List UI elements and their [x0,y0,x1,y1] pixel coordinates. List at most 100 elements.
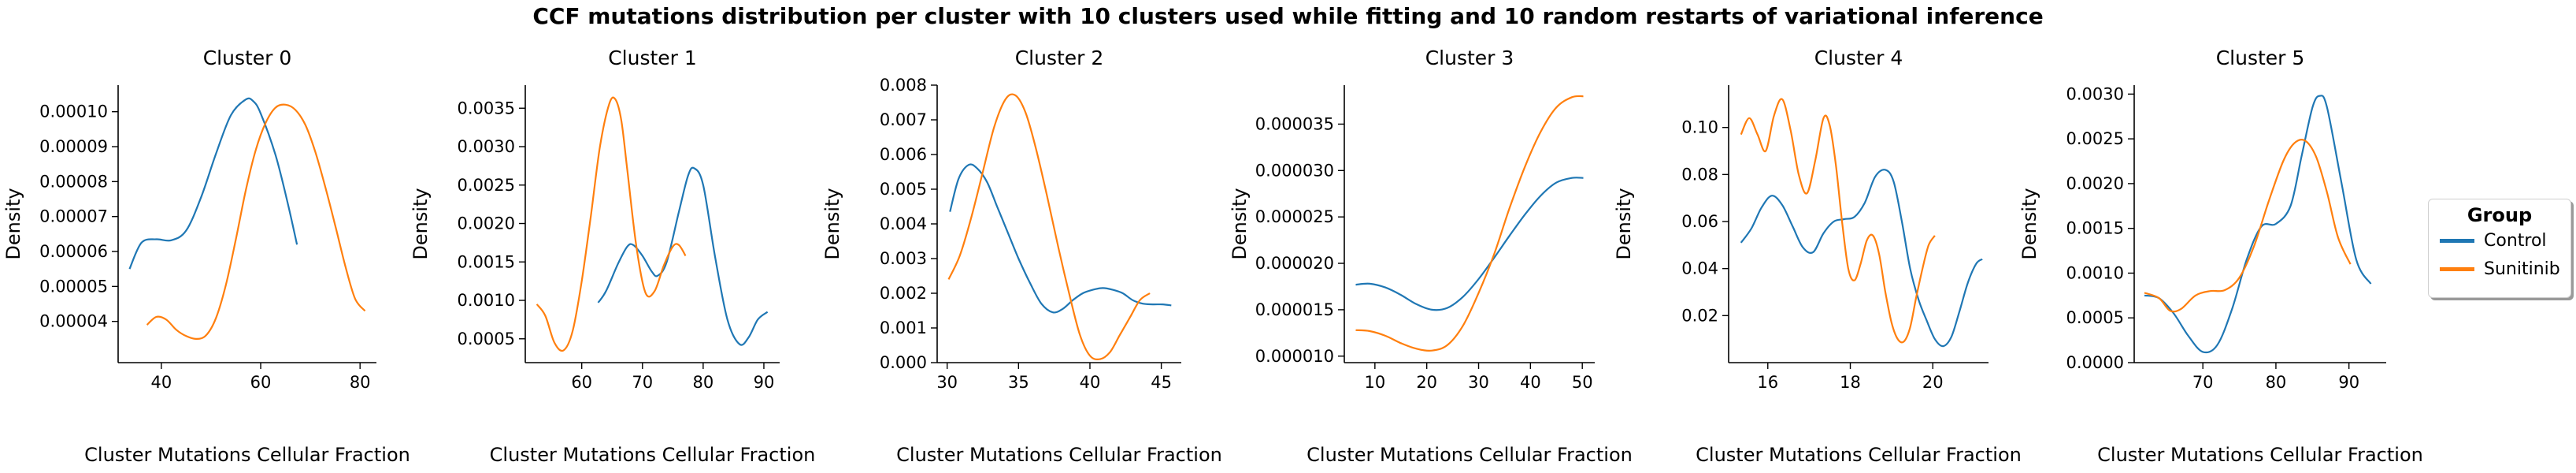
legend-swatch-control [2440,238,2474,243]
x-tick-label: 70 [632,373,653,392]
y-tick-label: 0.0025 [458,176,515,195]
x-axis-label: Cluster Mutations Cellular Fraction [84,444,410,466]
y-tick-label: 0.005 [880,180,927,199]
y-tick-label: 0.000030 [1255,161,1334,180]
y-axis-label: Density [1613,188,1635,259]
x-tick-label: 30 [1468,373,1489,392]
legend-swatch-sunitinib [2440,266,2474,271]
series-line-sunitinib [947,93,1151,361]
y-tick-label: 0.000015 [1255,300,1334,319]
series-line-sunitinib [1355,95,1584,352]
chart-cluster-2: Cluster 2 30 35 40 45 0.000 0.001 0.002 0.003 0.0… [821,47,1222,466]
series-line-sunitinib [1740,98,1936,344]
y-tick-label: 0.0035 [458,99,515,117]
series-line-control [2144,95,2372,354]
y-axis-label: Density [2018,188,2040,259]
x-tick-label: 40 [151,373,172,392]
legend-item-control: Control [2429,226,2570,255]
y-tick-label: 0.10 [1681,118,1718,137]
y-tick-label: 0.00007 [39,207,108,226]
x-tick-label: 40 [1080,373,1101,392]
legend-item-sunitinib: Sunitinib [2429,255,2570,283]
x-tick-label: 40 [1520,373,1541,392]
y-tick-label: 0.0030 [2066,84,2124,103]
y-tick-label: 0.02 [1681,306,1718,325]
x-tick-label: 90 [2338,373,2359,392]
y-tick-label: 0.0030 [458,137,515,156]
x-tick-label: 45 [1151,373,1172,392]
y-axis-label: Density [410,188,432,259]
series-line-control [128,97,298,270]
legend-label-control: Control [2484,230,2547,251]
x-axis-label: Cluster Mutations Cellular Fraction [896,444,1222,466]
chart-title: Cluster 3 [1425,47,1514,69]
y-axis-label: Density [821,188,843,259]
chart-cluster-3: Cluster 3 10 20 30 40 50 0.000010 0.000015 0.000… [1229,47,1633,466]
chart-title: Cluster 2 [1015,47,1104,69]
x-tick-label: 70 [2192,373,2214,392]
chart-title: Cluster 5 [2216,47,2305,69]
y-tick-label: 0.0015 [458,252,515,271]
y-tick-label: 0.000 [880,353,927,372]
y-tick-label: 0.06 [1681,212,1718,231]
series-line-control [949,163,1172,314]
series-line-control [597,166,769,346]
y-tick-label: 0.003 [880,249,927,268]
y-tick-label: 0.0010 [458,291,515,310]
y-tick-label: 0.00010 [39,102,108,121]
chart-title: Cluster 1 [608,47,697,69]
y-tick-label: 0.08 [1681,165,1718,184]
x-axis-label: Cluster Mutations Cellular Fraction [1307,444,1633,466]
x-tick-label: 60 [571,373,592,392]
x-tick-label: 80 [350,373,371,392]
chart-cluster-1: Cluster 1 60 70 80 90 0.0005 0.0010 0.0015 0.002… [410,47,815,466]
chart-title: Cluster 4 [1814,47,1903,69]
x-tick-label: 80 [2266,373,2287,392]
x-tick-label: 30 [936,373,958,392]
y-tick-label: 0.00009 [39,137,108,156]
y-tick-label: 0.006 [880,145,927,164]
y-tick-label: 0.007 [880,110,927,129]
x-axis-label: Cluster Mutations Cellular Fraction [1696,444,2022,466]
y-tick-label: 0.04 [1681,259,1718,278]
y-tick-label: 0.000010 [1255,347,1334,366]
series-line-control [1740,169,1983,348]
x-tick-label: 10 [1364,373,1385,392]
y-tick-label: 0.0015 [2066,219,2124,238]
y-tick-label: 0.0020 [458,214,515,233]
legend-title: Group [2467,204,2533,226]
x-axis-label: Cluster Mutations Cellular Fraction [2097,444,2423,466]
series-line-sunitinib [2144,139,2352,313]
y-tick-label: 0.008 [880,76,927,95]
y-axis-label: Density [1229,188,1251,259]
chart-title: Cluster 0 [203,47,292,69]
y-axis-label: Density [2,188,24,259]
x-axis-label: Cluster Mutations Cellular Fraction [490,444,816,466]
y-tick-label: 0.0000 [2066,353,2124,372]
x-tick-label: 90 [754,373,775,392]
y-tick-label: 0.00008 [39,172,108,191]
y-tick-label: 0.002 [880,284,927,303]
x-tick-label: 16 [1757,373,1778,392]
y-tick-label: 0.000035 [1255,114,1334,133]
y-tick-label: 0.004 [880,214,927,233]
series-line-sunitinib [536,96,687,352]
x-tick-label: 80 [693,373,714,392]
chart-cluster-5: Cluster 5 70 80 90 0.0000 0.0005 0.0010 0.0015 0… [2018,47,2423,466]
y-tick-label: 0.001 [880,318,927,337]
y-tick-label: 0.00006 [39,242,108,261]
y-tick-label: 0.00005 [39,277,108,296]
y-tick-label: 0.0020 [2066,174,2124,193]
y-tick-label: 0.0025 [2066,129,2124,148]
figure-title: CCF mutations distribution per cluster w… [532,3,2044,29]
legend: Group Control Sunitinib [2428,199,2571,298]
x-tick-label: 20 [1922,373,1944,392]
x-tick-label: 18 [1840,373,1861,392]
series-line-control [1355,177,1584,311]
y-tick-label: 0.0010 [2066,263,2124,282]
series-line-sunitinib [146,103,366,340]
x-tick-label: 50 [1572,373,1593,392]
y-tick-label: 0.000025 [1255,207,1334,226]
y-tick-label: 0.00004 [39,312,108,331]
